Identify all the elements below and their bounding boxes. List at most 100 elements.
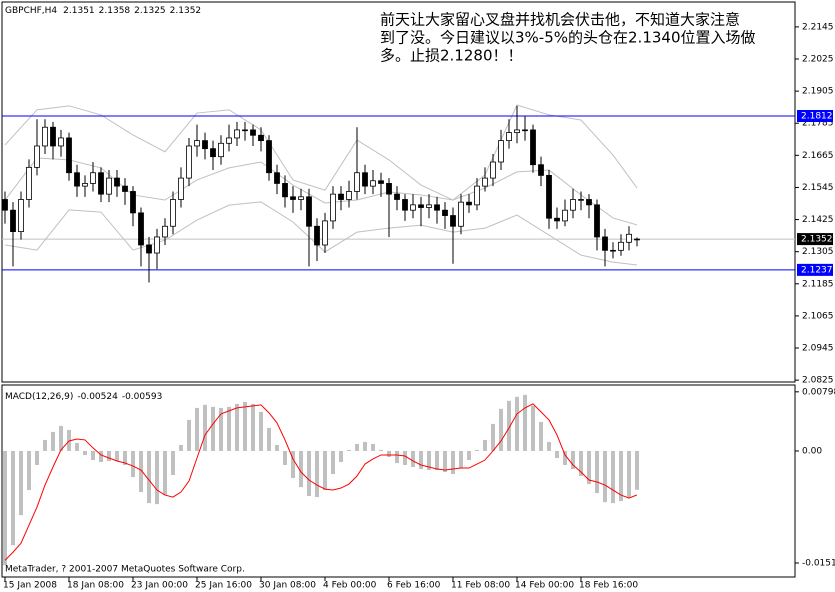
candle-body — [634, 238, 640, 241]
signal-value: -0.00593 — [122, 392, 162, 402]
macd-bar — [91, 450, 95, 461]
macd-bar — [347, 449, 351, 451]
macd-bar — [499, 408, 503, 451]
macd-bar — [627, 450, 631, 499]
macd-bar — [579, 450, 583, 477]
macd-bar — [339, 450, 343, 463]
macd-bar — [571, 450, 575, 469]
candle-body — [82, 183, 88, 187]
macd-bar — [435, 450, 439, 471]
macd-bar — [443, 450, 447, 473]
x-tick-label: 18 Jan 08:00 — [67, 581, 124, 591]
candle-body — [258, 134, 264, 142]
macd-bar — [451, 450, 455, 475]
macd-bar — [107, 450, 111, 461]
macd-bar — [315, 450, 319, 498]
macd-bar — [547, 441, 551, 451]
macd-bar — [43, 439, 47, 451]
candle-body — [226, 137, 232, 144]
macd-bar — [387, 450, 391, 457]
candle-body — [282, 183, 288, 198]
candle-body — [578, 199, 584, 201]
candle-body — [50, 126, 56, 147]
level-label: 2.1812 — [801, 112, 833, 122]
macd-bar — [115, 450, 119, 461]
y-tick-label: 2.1665 — [802, 151, 834, 161]
macd-bar — [155, 450, 159, 505]
macd-bar — [283, 450, 287, 465]
macd-bar — [555, 450, 559, 459]
candle-body — [618, 241, 624, 251]
y-tick-label: 2.2025 — [802, 55, 834, 65]
candle-body — [178, 177, 184, 200]
macd-bar — [211, 406, 215, 451]
footer: MetaTrader, ? 2001-2007 MetaQuotes Softw… — [5, 565, 245, 575]
candle-body — [378, 180, 384, 184]
y-tick-label: 2.2145 — [802, 22, 834, 32]
macd-bar — [203, 404, 207, 451]
macd-bar — [27, 450, 31, 491]
y-tick-label: 2.1425 — [802, 215, 834, 225]
candle-body — [434, 204, 440, 211]
candle-body — [426, 204, 432, 208]
candle-body — [514, 129, 520, 133]
macd-bar — [227, 406, 231, 451]
macd-bar — [67, 429, 71, 451]
macd-bar — [131, 450, 135, 478]
macd-bar — [267, 427, 271, 451]
y-tick-label: 2.1905 — [802, 87, 834, 97]
x-tick-label: 6 Feb 16:00 — [387, 581, 441, 591]
y-tick-label: 2.1185 — [802, 279, 834, 289]
macd-bar — [403, 450, 407, 465]
candle-body — [530, 129, 536, 166]
candle-body — [402, 199, 408, 211]
candle-body — [306, 196, 312, 227]
macd-bar — [539, 421, 543, 451]
candle-body — [562, 209, 568, 222]
macd-bar — [411, 450, 415, 467]
annotation: 到了没。今日建议以3%-5%的头仓在2.1340位置入场做 — [380, 29, 756, 47]
macd-bar — [139, 450, 143, 493]
candle-body — [394, 193, 400, 200]
macd-bar — [603, 450, 607, 503]
macd-bar — [483, 439, 487, 451]
candle-body — [154, 236, 160, 254]
macd-bar — [163, 450, 167, 496]
macd-bar — [467, 450, 471, 461]
annotation: 多。止损2.1280！！ — [380, 47, 523, 65]
candle-body — [202, 140, 208, 150]
candle-body — [554, 217, 560, 222]
candle-body — [322, 220, 328, 246]
macd-bar — [147, 450, 151, 504]
macd-title: MACD(12,26,9) — [5, 392, 73, 402]
annotation: 前天让大家留心叉盘并找机会伏击他，不知道大家注意 — [380, 11, 740, 29]
y-tick-label: 2.1785 — [802, 119, 834, 129]
y-tick-label: 0.00798 — [802, 387, 835, 397]
candle-body — [314, 225, 320, 246]
macd-bar — [123, 450, 127, 465]
candle-body — [410, 204, 416, 211]
candle-body — [506, 132, 512, 142]
candle-body — [386, 183, 392, 195]
candle-body — [338, 193, 344, 200]
y-tick-label: 2.1545 — [802, 183, 834, 193]
candle-body — [602, 236, 608, 251]
candle-body — [522, 129, 528, 132]
candle-body — [274, 172, 280, 184]
macd-bar — [507, 400, 511, 451]
macd-bar — [635, 450, 639, 490]
candle-body — [74, 172, 80, 187]
candle-body — [482, 177, 488, 187]
candle-body — [498, 140, 504, 163]
candle-body — [610, 249, 616, 252]
candle-body — [42, 126, 48, 147]
candle-body — [450, 215, 456, 227]
candle-body — [490, 161, 496, 179]
candle-body — [146, 244, 152, 254]
candle-body — [106, 177, 112, 195]
candle-body — [330, 193, 336, 222]
macd-bar — [587, 450, 591, 485]
macd-bar — [595, 450, 599, 494]
macd-header: MACD(12,26,9) -0.00524 -0.00593 — [5, 392, 162, 402]
